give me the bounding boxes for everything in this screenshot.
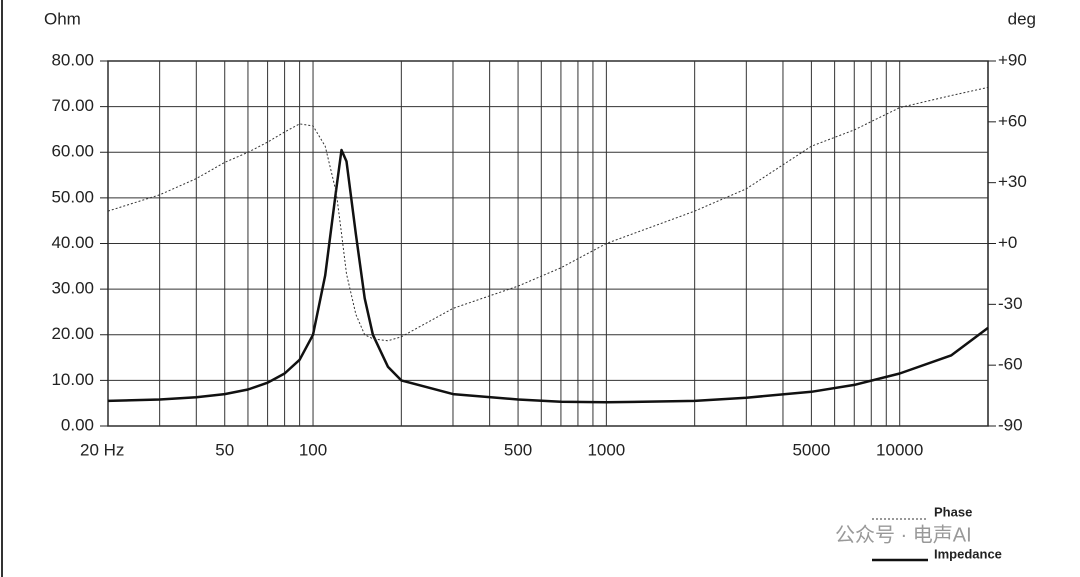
y-tick-label: 60.00 [51,142,94,161]
x-tick-label: 50 [215,440,234,459]
x-tick-label: 500 [504,440,532,459]
y-tick-label: 10.00 [51,370,94,389]
y-tick-label: 50.00 [51,187,94,206]
y2-tick-label: -60 [998,355,1023,374]
x-tick-label: 1000 [587,440,625,459]
legend-label: Phase [934,504,972,519]
y-tick-label: 0.00 [61,415,94,434]
y-unit: Ohm [44,9,81,28]
y-tick-label: 20.00 [51,324,94,343]
series-line [107,148,989,404]
x-tick-label: 5000 [792,440,830,459]
y2-tick-label: +30 [998,172,1027,191]
x-tick-label: 10000 [876,440,923,459]
watermark: 公众号 · 电声AI [835,523,972,546]
x-tick-label: 20 Hz [80,440,124,459]
y-tick-label: 40.00 [51,233,94,252]
y2-tick-label: -30 [998,294,1023,313]
y-tick-label: 30.00 [51,279,94,298]
y2-tick-label: +0 [998,233,1017,252]
y2-tick-label: -90 [998,415,1023,434]
y2-tick-label: +90 [998,50,1027,69]
y-tick-label: 80.00 [51,50,94,69]
y2-unit: deg [1008,9,1036,28]
x-tick-label: 100 [299,440,327,459]
y-tick-label: 70.00 [51,96,94,115]
series-line [107,86,989,342]
legend-label: Impedance [934,546,1002,561]
y2-tick-label: +60 [998,111,1027,130]
